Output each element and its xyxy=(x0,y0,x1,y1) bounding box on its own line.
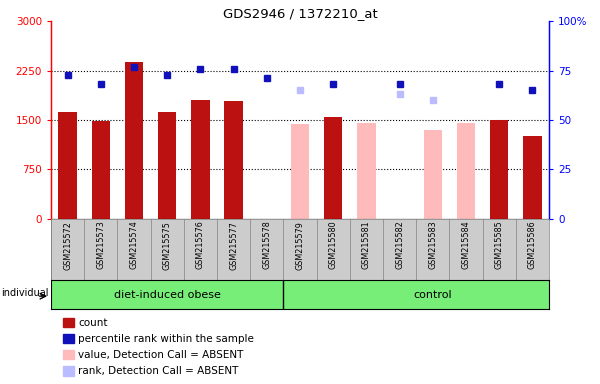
Title: GDS2946 / 1372210_at: GDS2946 / 1372210_at xyxy=(223,7,377,20)
Text: GSM215578: GSM215578 xyxy=(262,221,271,270)
Text: GSM215581: GSM215581 xyxy=(362,221,371,269)
Text: GSM215584: GSM215584 xyxy=(461,221,470,269)
Bar xyxy=(158,112,176,219)
Bar xyxy=(324,118,343,219)
Text: GSM215572: GSM215572 xyxy=(63,221,72,270)
Bar xyxy=(357,122,376,219)
Text: GSM215579: GSM215579 xyxy=(296,221,305,270)
Text: count: count xyxy=(78,318,107,328)
Text: GSM215586: GSM215586 xyxy=(528,221,537,269)
Text: percentile rank within the sample: percentile rank within the sample xyxy=(78,334,254,344)
Bar xyxy=(424,130,442,219)
Text: rank, Detection Call = ABSENT: rank, Detection Call = ABSENT xyxy=(78,366,238,376)
Bar xyxy=(457,122,475,219)
Bar xyxy=(191,100,209,219)
Bar xyxy=(58,112,77,219)
Text: GSM215574: GSM215574 xyxy=(130,221,139,270)
Text: GSM215580: GSM215580 xyxy=(329,221,338,269)
Bar xyxy=(523,136,542,219)
Text: individual: individual xyxy=(1,288,49,298)
Bar xyxy=(490,120,508,219)
Text: GSM215585: GSM215585 xyxy=(495,221,504,270)
Text: diet-induced obese: diet-induced obese xyxy=(114,290,221,300)
Bar xyxy=(92,121,110,219)
Text: GSM215582: GSM215582 xyxy=(395,221,404,270)
Bar xyxy=(125,62,143,219)
Text: GSM215573: GSM215573 xyxy=(97,221,106,270)
Text: control: control xyxy=(413,290,452,300)
Text: value, Detection Call = ABSENT: value, Detection Call = ABSENT xyxy=(78,350,244,360)
Text: GSM215583: GSM215583 xyxy=(428,221,437,269)
Bar xyxy=(224,101,243,219)
Text: GSM215577: GSM215577 xyxy=(229,221,238,270)
Text: GSM215575: GSM215575 xyxy=(163,221,172,270)
Bar xyxy=(291,124,309,219)
Text: GSM215576: GSM215576 xyxy=(196,221,205,270)
